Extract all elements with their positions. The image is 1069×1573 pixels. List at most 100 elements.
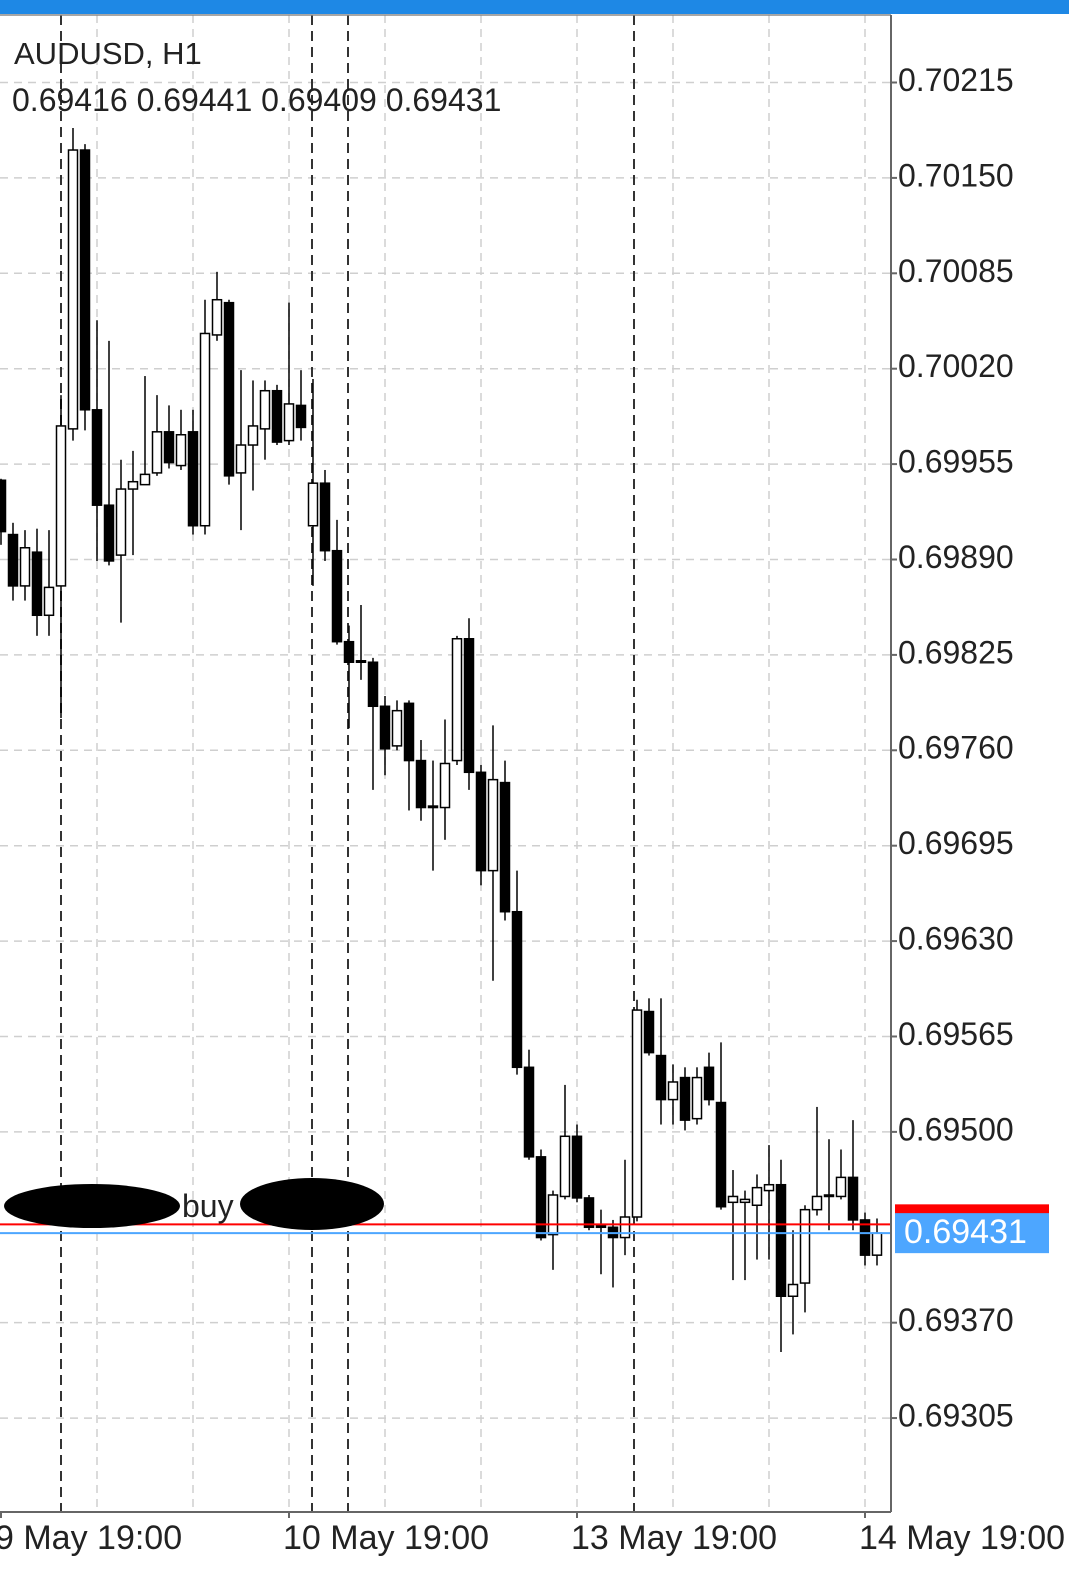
x-tick-label: 10 May 19:00 (283, 1519, 489, 1557)
candle-body (775, 1183, 787, 1298)
ohlc-readout: 0.69416 0.69441 0.69409 0.69431 (12, 82, 501, 118)
candle-body (271, 389, 283, 443)
redaction (240, 1178, 384, 1230)
candle-body (847, 1176, 859, 1221)
y-tick-label: 0.69565 (898, 1016, 1014, 1052)
candle-body (463, 638, 475, 774)
y-tick-label: 0.69370 (898, 1302, 1014, 1338)
open-value: 0.69416 (12, 82, 128, 118)
candle-body (811, 1195, 823, 1211)
candle-body (67, 149, 79, 430)
price-tag-label: 0.69431 (904, 1213, 1027, 1251)
close-value: 0.69431 (386, 82, 502, 118)
candle-body (703, 1066, 715, 1101)
candle-body (667, 1081, 679, 1101)
y-tick-label: 0.70085 (898, 253, 1014, 289)
candles (0, 128, 883, 1353)
candle-body (679, 1076, 691, 1121)
candle-body (535, 1156, 547, 1239)
low-value: 0.69409 (261, 82, 377, 118)
y-tick-label: 0.69630 (898, 921, 1014, 957)
candle-body (511, 910, 523, 1069)
candle-body (379, 705, 391, 750)
price-tag (895, 1213, 1049, 1254)
candle-body (571, 1135, 583, 1199)
candle-body (7, 533, 19, 587)
order-label: buy (182, 1188, 234, 1224)
candle-body (727, 1195, 739, 1204)
y-tick-label: 0.69890 (898, 539, 1014, 575)
candle-body (211, 298, 223, 336)
candle-body (739, 1198, 751, 1204)
candle-body (55, 425, 67, 587)
candle-body (643, 1010, 655, 1054)
candle-body (691, 1076, 703, 1120)
candle-body (367, 661, 379, 708)
candle-body (475, 771, 487, 872)
candle-body (355, 660, 367, 664)
candle-body (259, 389, 271, 430)
candle-body (319, 482, 331, 552)
y-tick-label: 0.69955 (898, 444, 1014, 480)
candle-body (523, 1066, 535, 1158)
candle-body (823, 1194, 835, 1198)
redaction (4, 1184, 180, 1228)
candle-body (199, 332, 211, 527)
candle-body (31, 551, 43, 617)
x-tick-label: 14 May 19:00 (859, 1519, 1065, 1557)
candle-body (127, 480, 139, 490)
grid (0, 15, 891, 1512)
y-tick-label: 0.69305 (898, 1398, 1014, 1434)
candle-body (751, 1186, 763, 1207)
candle-body (451, 638, 463, 762)
candle-body (223, 301, 235, 477)
candle-body (787, 1283, 799, 1298)
candle-body (43, 586, 55, 617)
candle-body (655, 1054, 667, 1101)
x-tick-label: 9 May 19:00 (0, 1519, 182, 1557)
candle-body (235, 444, 247, 474)
candle-body (91, 409, 103, 506)
candle-body (799, 1208, 811, 1284)
candle-body (175, 433, 187, 467)
y-tick-label: 0.69760 (898, 730, 1014, 766)
candle-body (859, 1219, 871, 1256)
candle-body (415, 759, 427, 809)
candle-body (427, 805, 439, 809)
candle-body (403, 702, 415, 762)
candle-body (763, 1183, 775, 1192)
overlay: buy 0.69431 (0, 1188, 1049, 1254)
top-bar (0, 0, 1069, 14)
chart-title: AUDUSD, H1 (14, 36, 202, 71)
candle-body (439, 762, 451, 809)
candle-body (139, 473, 151, 486)
candle-body (331, 549, 343, 643)
y-tick-label: 0.70020 (898, 348, 1014, 384)
candle-body (631, 1009, 643, 1218)
y-tick-label: 0.69695 (898, 825, 1014, 861)
candle-body (79, 149, 91, 411)
candle-body (295, 404, 307, 429)
y-tick-label: 0.70215 (898, 62, 1014, 98)
candle-body (835, 1176, 847, 1198)
y-tick-label: 0.69500 (898, 1111, 1014, 1147)
candle-body (343, 640, 355, 663)
candle-body (19, 547, 31, 587)
candle-body (307, 482, 319, 527)
high-value: 0.69441 (137, 82, 253, 118)
candle-body (187, 431, 199, 527)
candle-body (103, 504, 115, 562)
candle-body (715, 1101, 727, 1208)
candle-body (487, 778, 499, 872)
y-tick-label: 0.69825 (898, 634, 1014, 670)
x-tick-label: 13 May 19:00 (571, 1519, 777, 1557)
candle-body (163, 431, 175, 464)
candle-body (583, 1197, 595, 1229)
candle-body (247, 425, 259, 446)
candle-body (283, 403, 295, 442)
candle-body (547, 1194, 559, 1236)
candle-body (151, 431, 163, 474)
candle-body (115, 488, 127, 556)
candle-body (391, 709, 403, 747)
